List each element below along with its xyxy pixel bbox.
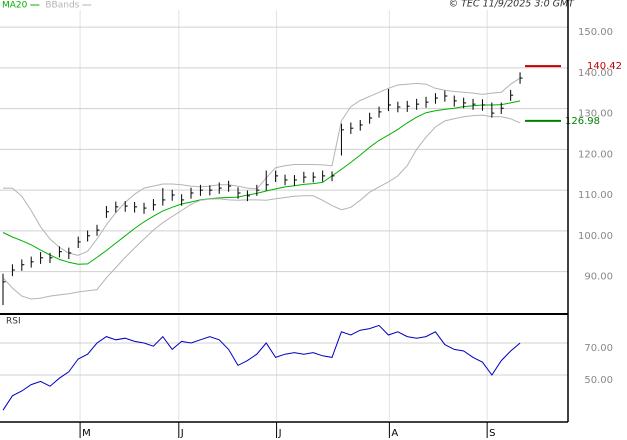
y-tick-label: 70.00	[584, 343, 613, 354]
x-tick-label: J	[278, 428, 282, 439]
x-tick-label: J	[180, 428, 184, 439]
band-line	[3, 77, 521, 256]
level-label: 126.98	[565, 116, 600, 127]
y-tick-label: 150.00	[578, 27, 613, 38]
panel-title: RSI	[6, 317, 21, 327]
rsi-line	[2, 324, 521, 411]
y-tick-label: 110.00	[578, 190, 613, 201]
x-tick-label: A	[391, 428, 398, 439]
ma-line	[2, 100, 521, 265]
source: © TEC 11/9/2025 3:0 GMT	[449, 0, 576, 10]
y-tick-label: 90.00	[584, 272, 613, 283]
y-tick-label: 130.00	[578, 109, 613, 120]
legend-label: MA20	[2, 1, 28, 11]
x-tick-label: S	[489, 428, 495, 439]
band-line	[2, 114, 521, 300]
y-tick-label: 50.00	[584, 375, 613, 386]
legend-label: BBands	[45, 1, 79, 11]
y-tick-label: 120.00	[578, 149, 613, 160]
level-label: 140.42	[587, 61, 622, 72]
y-tick-label: 100.00	[578, 231, 613, 242]
x-tick-label: M	[82, 428, 91, 439]
y-tick-label: 140.00	[578, 68, 613, 79]
